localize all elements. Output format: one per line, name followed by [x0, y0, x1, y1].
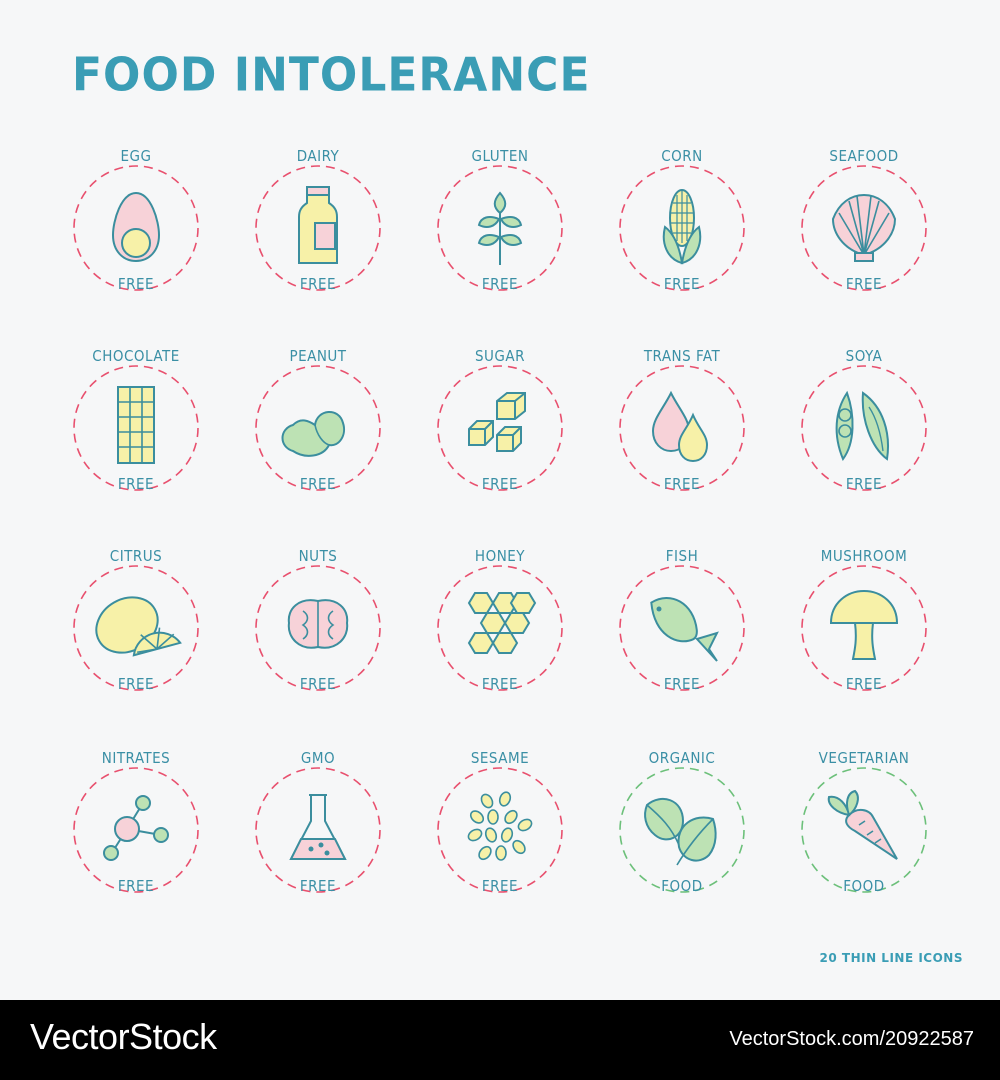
badge-gluten: GLUTEN FREE	[435, 147, 565, 293]
badge-peanut: PEANUT FREE	[253, 347, 383, 493]
badge-bottom-label: FREE	[117, 675, 155, 693]
badge-vegetarian: VEGETARIAN FOOD	[799, 749, 929, 895]
flask-icon	[255, 767, 381, 893]
badge-soya: SOYA FREE	[799, 347, 929, 493]
lemon-icon	[73, 565, 199, 691]
badge-top-label: MUSHROOM	[820, 547, 908, 565]
badge-bottom-label: FREE	[299, 275, 337, 293]
milk-bottle-icon	[255, 165, 381, 291]
badge-top-label: NUTS	[298, 547, 338, 565]
badge-trans-fat: TRANS FAT FREE	[617, 347, 747, 493]
badge-bottom-label: FREE	[481, 275, 519, 293]
page-title: FOOD INTOLERANCE	[72, 48, 591, 103]
badge-top-label: VEGETARIAN	[818, 749, 910, 767]
badge-organic: ORGANIC FOOD	[617, 749, 747, 895]
badge-top-label: HONEY	[474, 547, 526, 565]
badge-bottom-label: FREE	[481, 675, 519, 693]
badge-seafood: SEAFOOD FREE	[799, 147, 929, 293]
watermark-bar: VectorStock VectorStock.com/20922587	[0, 1000, 1000, 1080]
badge-honey: HONEY FREE	[435, 547, 565, 693]
seeds-icon	[437, 767, 563, 893]
badge-top-label: CITRUS	[109, 547, 163, 565]
badge-top-label: FISH	[665, 547, 699, 565]
watermark-brand: VectorStock	[30, 1016, 217, 1057]
wheat-icon	[437, 165, 563, 291]
badge-bottom-label: FREE	[845, 275, 883, 293]
badge-bottom-label: FREE	[663, 275, 701, 293]
badge-top-label: GLUTEN	[471, 147, 529, 165]
badge-bottom-label: FREE	[663, 475, 701, 493]
molecule-icon	[73, 767, 199, 893]
badge-bottom-label: FREE	[299, 475, 337, 493]
walnut-icon	[255, 565, 381, 691]
icon-count-caption: 20 THIN LINE ICONS	[819, 951, 963, 965]
badge-top-label: SESAME	[470, 749, 530, 767]
badge-bottom-label: FREE	[481, 877, 519, 895]
egg-icon	[73, 165, 199, 291]
peanut-icon	[255, 365, 381, 491]
chocolate-bar-icon	[73, 365, 199, 491]
badge-bottom-label: FOOD	[661, 877, 703, 895]
badge-sugar: SUGAR FREE	[435, 347, 565, 493]
badge-egg: EGG FREE	[71, 147, 201, 293]
badge-bottom-label: FREE	[299, 877, 337, 895]
badge-top-label: DAIRY	[296, 147, 340, 165]
watermark-id: VectorStock.com/20922587	[729, 1028, 974, 1050]
mushroom-icon	[801, 565, 927, 691]
badge-bottom-label: FREE	[845, 475, 883, 493]
badge-mushroom: MUSHROOM FREE	[799, 547, 929, 693]
badge-bottom-label: FOOD	[843, 877, 885, 895]
badge-bottom-label: FREE	[663, 675, 701, 693]
shell-icon	[801, 165, 927, 291]
badge-chocolate: CHOCOLATE FREE	[71, 347, 201, 493]
badge-top-label: SOYA	[845, 347, 883, 365]
badge-top-label: SEAFOOD	[829, 147, 899, 165]
badge-top-label: ORGANIC	[648, 749, 716, 767]
badge-top-label: CHOCOLATE	[92, 347, 180, 365]
honeycomb-icon	[437, 565, 563, 691]
sugar-cubes-icon	[437, 365, 563, 491]
badge-dairy: DAIRY FREE	[253, 147, 383, 293]
oil-drops-icon	[619, 365, 745, 491]
badge-top-label: EGG	[120, 147, 152, 165]
leaves-icon	[619, 767, 745, 893]
badge-nitrates: NITRATES FREE	[71, 749, 201, 895]
badge-sesame: SESAME FREE	[435, 749, 565, 895]
carrot-icon	[801, 767, 927, 893]
badge-corn: CORN FREE	[617, 147, 747, 293]
badge-nuts: NUTS FREE	[253, 547, 383, 693]
soy-pod-icon	[801, 365, 927, 491]
badge-fish: FISH FREE	[617, 547, 747, 693]
badge-bottom-label: FREE	[117, 275, 155, 293]
badge-gmo: GMO FREE	[253, 749, 383, 895]
badge-bottom-label: FREE	[299, 675, 337, 693]
badge-top-label: GMO	[300, 749, 336, 767]
badge-bottom-label: FREE	[481, 475, 519, 493]
badge-top-label: TRANS FAT	[643, 347, 721, 365]
badge-top-label: SUGAR	[474, 347, 525, 365]
badge-bottom-label: FREE	[845, 675, 883, 693]
badge-citrus: CITRUS FREE	[71, 547, 201, 693]
badge-top-label: NITRATES	[101, 749, 171, 767]
badge-bottom-label: FREE	[117, 475, 155, 493]
icon-grid: EGG FREE DAIRY FREE GLUTEN FREE	[71, 147, 929, 895]
badge-bottom-label: FREE	[117, 877, 155, 895]
badge-top-label: PEANUT	[289, 347, 347, 365]
fish-icon	[619, 565, 745, 691]
badge-top-label: CORN	[661, 147, 703, 165]
corn-icon	[619, 165, 745, 291]
